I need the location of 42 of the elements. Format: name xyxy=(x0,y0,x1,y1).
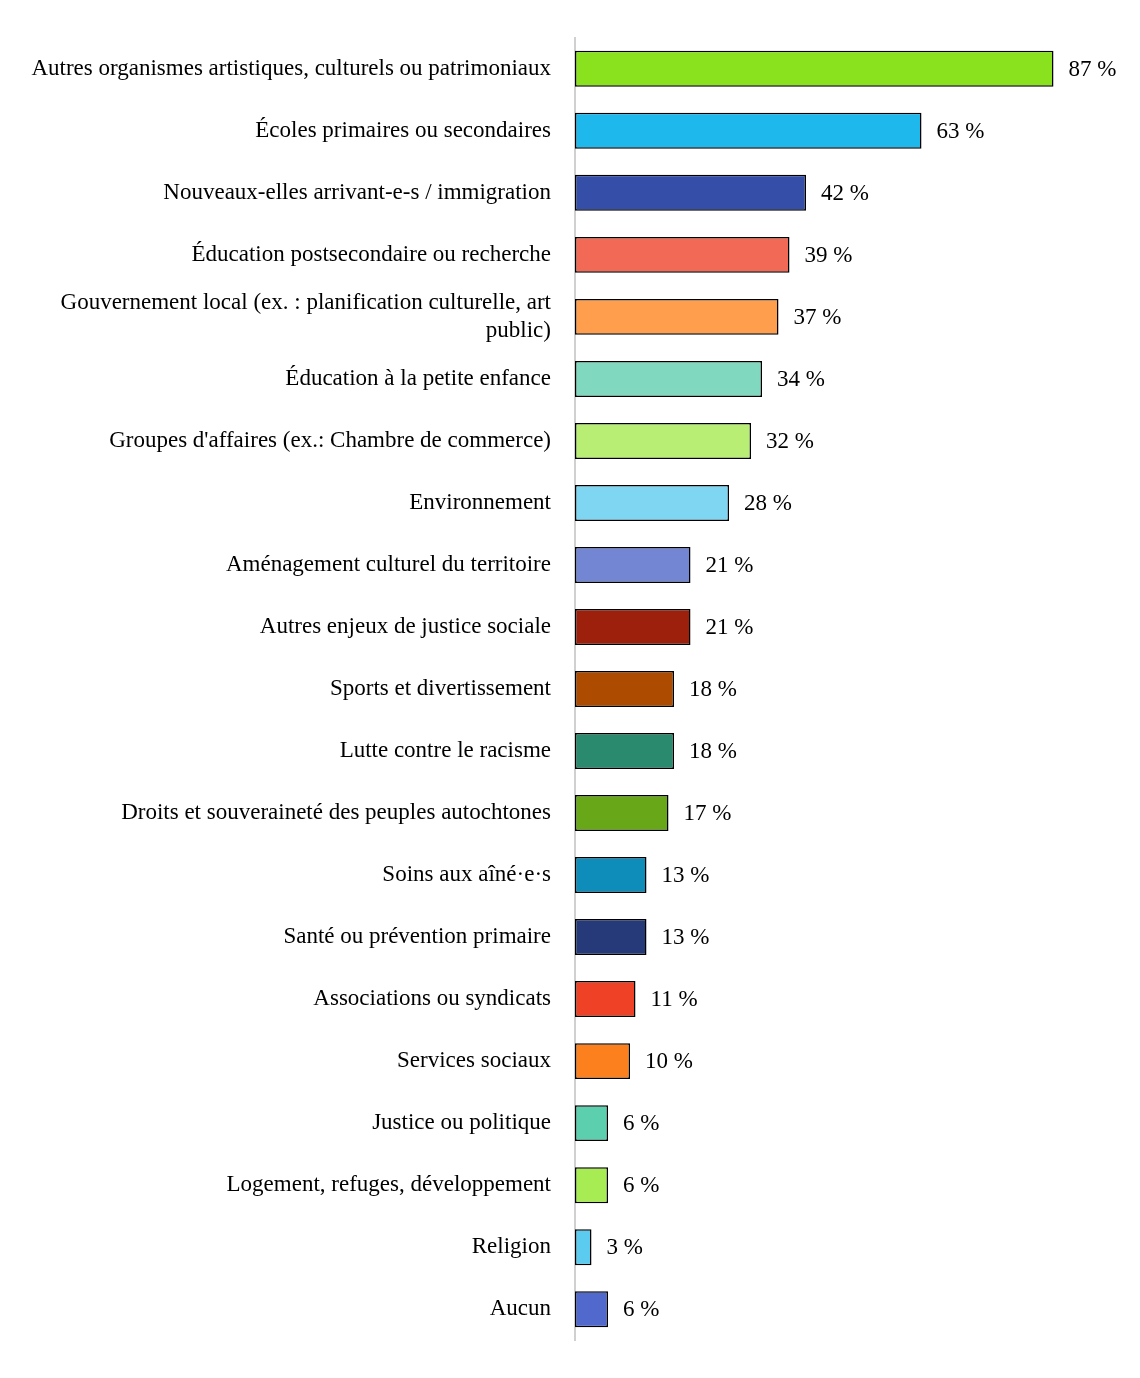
y-tick-label: Éducation à la petite enfance xyxy=(285,364,551,390)
y-tick-label: Associations ou syndicats xyxy=(313,985,552,1011)
data-label: 6 % xyxy=(623,1172,660,1198)
data-label: 42 % xyxy=(821,179,869,205)
data-label: 18 % xyxy=(689,738,737,764)
y-tick-label: Autres enjeux de justice sociale xyxy=(259,613,551,639)
data-label: 13 % xyxy=(661,862,710,888)
data-label: 39 % xyxy=(804,241,853,267)
data-label: 6 % xyxy=(623,1296,660,1322)
data-label: 17 % xyxy=(683,800,732,826)
data-label: 21 % xyxy=(705,552,754,578)
data-label: 21 % xyxy=(705,614,754,640)
y-tick-label: Éducation postsecondaire ou recherche xyxy=(191,240,551,266)
data-label: 28 % xyxy=(744,489,792,515)
y-tick-label: Gouvernement local (ex. : planification culturelle, art public) xyxy=(60,289,552,342)
y-tick-label: Droits et souveraineté des peuples autochtones xyxy=(121,799,552,825)
y-tick-label: Justice ou politique xyxy=(372,1109,551,1135)
data-label: 37 % xyxy=(793,303,842,329)
y-tick-label: Environnement xyxy=(409,488,552,514)
data-label: 32 % xyxy=(766,427,814,453)
y-tick-label: Groupes d'affaires (ex.: Chambre de commerce) xyxy=(109,426,551,452)
y-tick-label: Écoles primaires ou secondaires xyxy=(255,116,552,142)
data-label: 18 % xyxy=(689,676,737,702)
data-label: 11 % xyxy=(650,986,698,1012)
y-tick-label: Religion xyxy=(471,1233,552,1259)
data-label: 63 % xyxy=(936,117,985,143)
y-tick-label: Aménagement culturel du territoire xyxy=(225,551,551,577)
y-tick-label: Soins aux aîné·e·s xyxy=(382,861,552,887)
y-tick-label: Sports et divertissement xyxy=(329,675,552,701)
y-tick-label: Logement, refuges, développement xyxy=(226,1171,552,1197)
data-label: 34 % xyxy=(777,365,825,391)
y-tick-label: Aucun xyxy=(489,1295,552,1321)
y-tick-label: Santé ou prévention primaire xyxy=(283,923,551,949)
data-label: 6 % xyxy=(623,1110,660,1136)
y-tick-label: Nouveaux-elles arrivant-e-s / immigration xyxy=(163,178,552,204)
y-tick-label: Autres organismes artistiques, culturels ou patrimoniaux xyxy=(31,54,552,80)
data-label: 3 % xyxy=(606,1234,643,1260)
data-label: 10 % xyxy=(645,1048,693,1074)
y-tick-label: Lutte contre le racisme xyxy=(339,737,551,763)
data-label: 87 % xyxy=(1068,55,1117,81)
data-label: 13 % xyxy=(661,924,710,950)
y-tick-label: Services sociaux xyxy=(397,1047,552,1073)
